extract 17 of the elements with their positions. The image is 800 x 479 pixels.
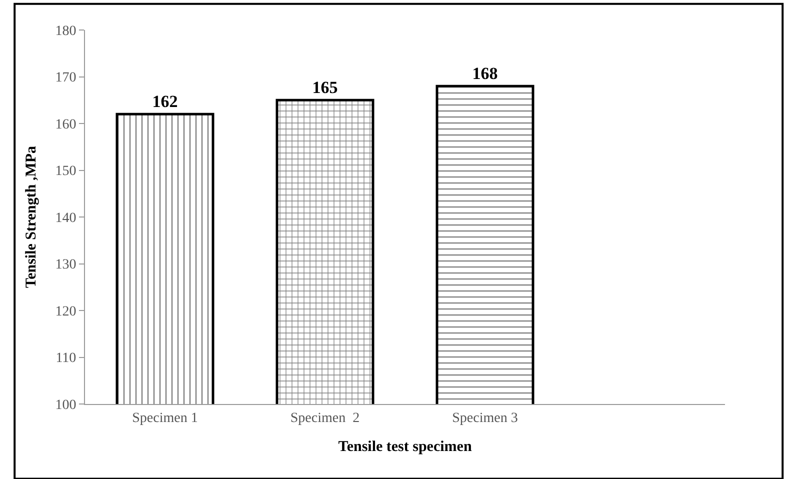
y-tick-label: 120 xyxy=(55,304,76,320)
y-tick-label: 130 xyxy=(55,258,76,273)
y-tick-label: 140 xyxy=(55,210,76,226)
data-label: 162 xyxy=(152,92,178,112)
y-tick-label: 150 xyxy=(55,164,76,180)
data-label: 168 xyxy=(472,64,498,84)
x-tick-label: Specimen 2 xyxy=(290,410,360,426)
y-tick-label: 170 xyxy=(55,70,76,86)
y-tick-label: 110 xyxy=(56,351,76,366)
y-tick-label: 180 xyxy=(55,24,76,39)
y-tick-label: 160 xyxy=(55,117,76,132)
y-tick-label: 100 xyxy=(55,398,76,413)
data-label: 165 xyxy=(312,78,338,98)
x-tick-label: Specimen 1 xyxy=(132,410,198,426)
x-axis-title: Tensile test specimen xyxy=(338,438,472,455)
x-tick-label: Specimen 3 xyxy=(452,410,518,426)
y-axis-title: Tensile Strength ,MPa xyxy=(23,145,40,288)
